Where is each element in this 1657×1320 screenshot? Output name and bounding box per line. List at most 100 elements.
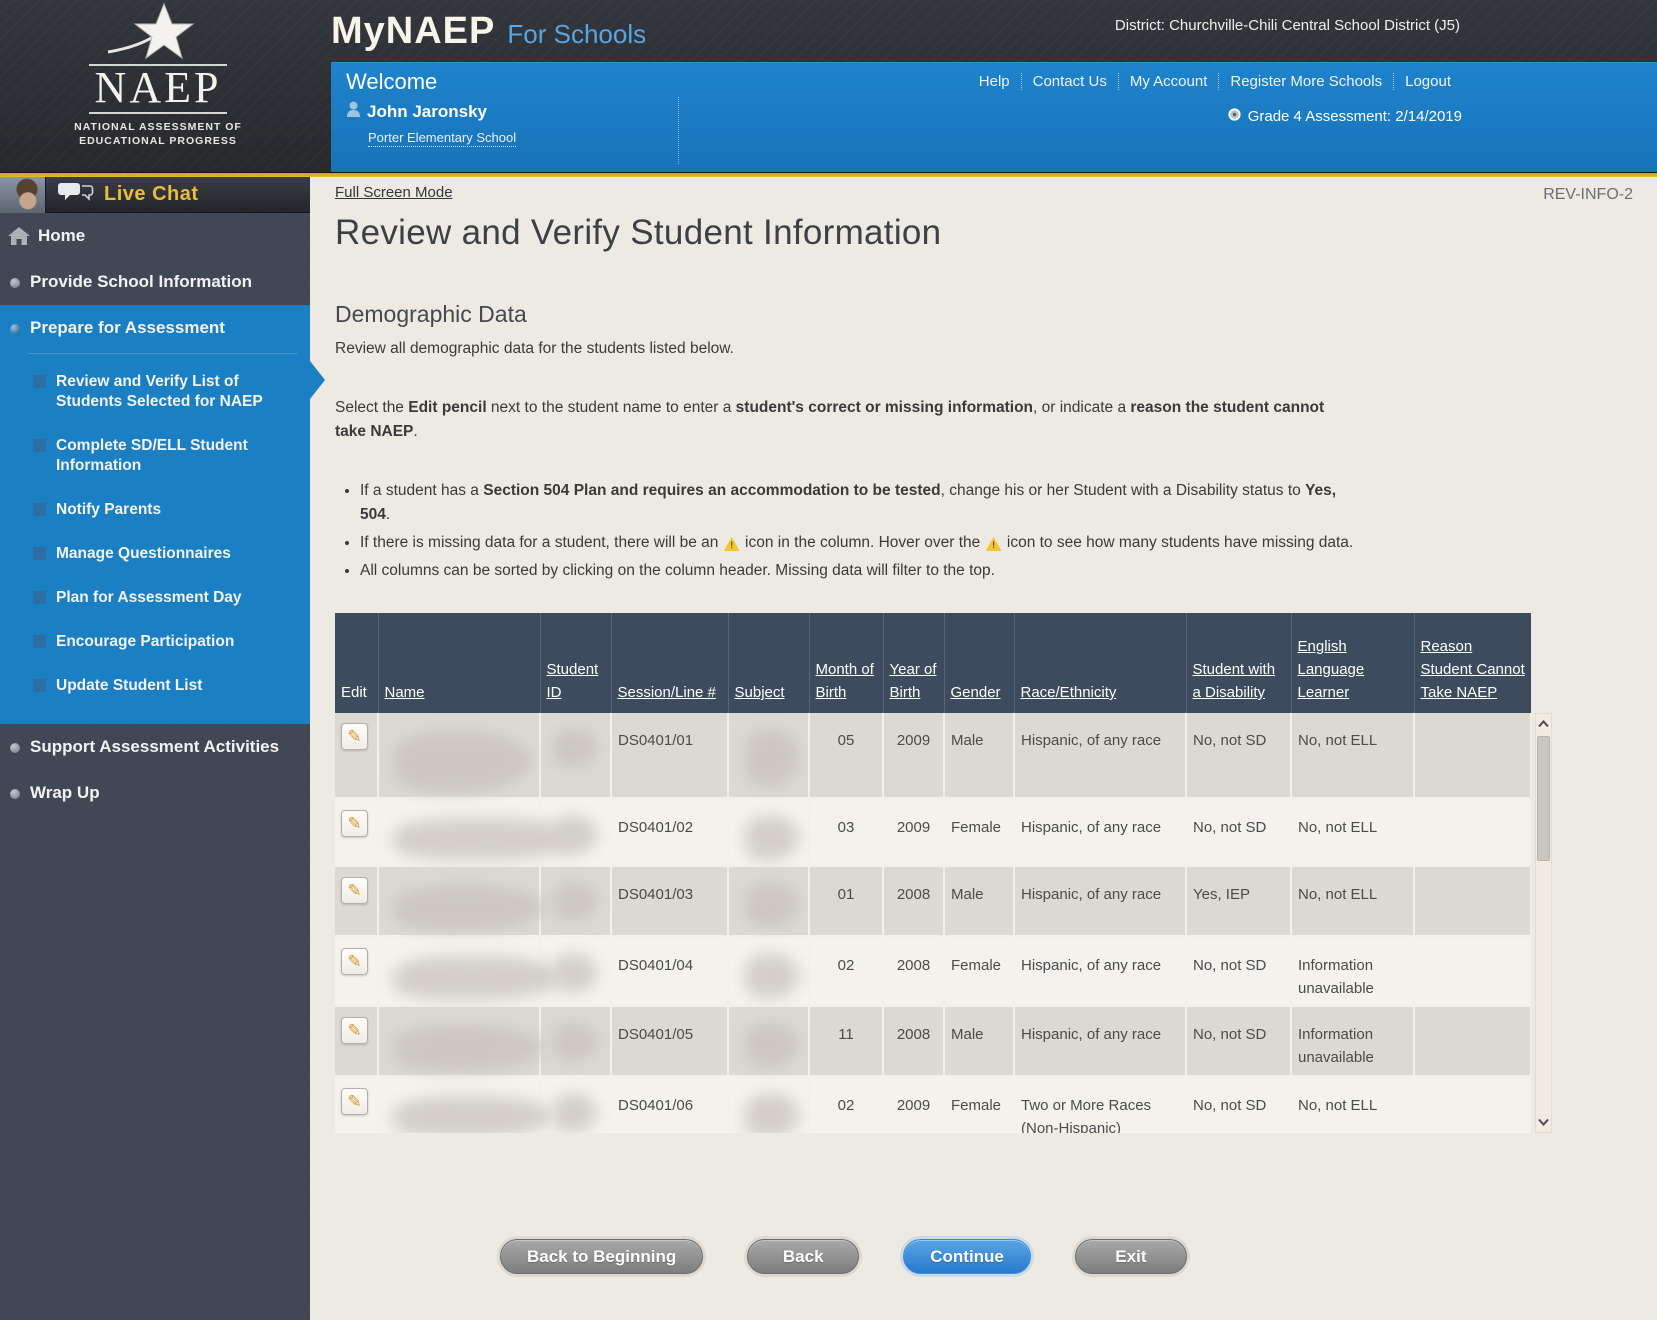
redacted-student-id bbox=[553, 883, 597, 921]
sidebar-item-provide-school-information[interactable]: Provide School Information bbox=[0, 259, 310, 305]
district-label: District: Churchville-Chili Central Scho… bbox=[1114, 17, 1460, 34]
student-table-viewport: ✎ DS0401/01 05 2009 Male Hispanic, of an… bbox=[335, 713, 1531, 1133]
edit-cell: ✎ bbox=[335, 865, 379, 938]
race-ethnicity-cell: Hispanic, of any race bbox=[1014, 798, 1187, 867]
month-of-birth-cell: 01 bbox=[809, 865, 884, 938]
session-line-cell: DS0401/02 bbox=[611, 798, 729, 867]
edit-student-button[interactable]: ✎ bbox=[341, 877, 368, 904]
chat-bubbles-icon bbox=[58, 181, 94, 208]
subject-cell bbox=[728, 798, 810, 867]
pencil-icon: ✎ bbox=[347, 1092, 362, 1111]
sidebar-item-label: Encourage Participation bbox=[56, 633, 235, 650]
name-cell bbox=[378, 865, 543, 938]
full-screen-mode-link[interactable]: Full Screen Mode bbox=[335, 184, 453, 201]
reason-cell bbox=[1414, 713, 1531, 800]
redacted-student-id bbox=[553, 1023, 597, 1061]
sidebar-item-plan-for-assessment-day[interactable]: Plan for Assessment Day bbox=[0, 576, 310, 620]
live-chat-bar[interactable]: Live Chat bbox=[0, 176, 310, 213]
sidebar-item-review-and-verify[interactable]: Review and Verify List of Students Selec… bbox=[0, 360, 310, 424]
pencil-icon: ✎ bbox=[347, 727, 362, 746]
sidebar-item-support-assessment-activities[interactable]: Support Assessment Activities bbox=[0, 724, 310, 770]
column-header-gender[interactable]: Gender bbox=[944, 613, 1015, 713]
continue-button[interactable]: Continue bbox=[903, 1239, 1031, 1274]
sidebar-item-notify-parents[interactable]: Notify Parents bbox=[0, 488, 310, 532]
section-divider bbox=[28, 353, 298, 354]
exit-button[interactable]: Exit bbox=[1074, 1239, 1187, 1274]
gender-cell: Male bbox=[944, 1005, 1015, 1078]
student-row: ✎ DS0401/05 11 2008 Male Hispanic, of an… bbox=[335, 1005, 1531, 1078]
sidebar-item-label: Manage Questionnaires bbox=[56, 545, 231, 562]
scroll-down-arrow[interactable] bbox=[1536, 1112, 1551, 1132]
subject-cell bbox=[728, 1005, 810, 1078]
table-scrollbar[interactable] bbox=[1535, 713, 1552, 1133]
column-header-session-line[interactable]: Session/Line # bbox=[611, 613, 729, 713]
scroll-up-arrow[interactable] bbox=[1536, 714, 1551, 734]
warning-icon: ! bbox=[723, 537, 740, 551]
back-to-beginning-button[interactable]: Back to Beginning bbox=[500, 1239, 704, 1274]
sidebar-item-encourage-participation[interactable]: Encourage Participation bbox=[0, 620, 310, 664]
scrollbar-thumb[interactable] bbox=[1537, 736, 1550, 861]
gender-cell: Male bbox=[944, 713, 1015, 800]
square-bullet-icon bbox=[33, 439, 46, 452]
welcome-panel: Welcome John Jaronsky Porter Elementary … bbox=[331, 62, 1657, 172]
sidebar-item-manage-questionnaires[interactable]: Manage Questionnaires bbox=[0, 532, 310, 576]
edit-cell: ✎ bbox=[335, 936, 379, 1007]
instruction-bullets: If a student has a Section 504 Plan and … bbox=[340, 479, 1370, 587]
sidebar-item-home[interactable]: Home bbox=[0, 213, 310, 259]
column-header-month-of-birth[interactable]: Month of Birth bbox=[809, 613, 884, 713]
edit-student-button[interactable]: ✎ bbox=[341, 948, 368, 975]
nav-my-account[interactable]: My Account bbox=[1117, 73, 1219, 90]
footer-buttons: Back to Beginning Back Continue Exit bbox=[500, 1239, 1187, 1274]
column-header-student-id[interactable]: Student ID bbox=[540, 613, 612, 713]
school-link[interactable]: Porter Elementary School bbox=[368, 130, 517, 147]
month-of-birth-cell: 03 bbox=[809, 798, 884, 867]
redacted-subject bbox=[745, 1094, 799, 1133]
redacted-student-name bbox=[393, 818, 579, 860]
subject-cell bbox=[728, 865, 810, 938]
welcome-title: Welcome bbox=[346, 69, 438, 94]
redacted-student-name bbox=[393, 731, 531, 793]
sidebar-item-update-student-list[interactable]: Update Student List bbox=[0, 664, 310, 708]
nav-contact-us[interactable]: Contact Us bbox=[1020, 73, 1118, 90]
sidebar-item-label: Review and Verify List of Students Selec… bbox=[56, 373, 263, 410]
assessment-info: Grade 4 Assessment: 2/14/2019 bbox=[1247, 108, 1462, 125]
column-header-race-ethnicity[interactable]: Race/Ethnicity bbox=[1014, 613, 1187, 713]
edit-student-button[interactable]: ✎ bbox=[341, 1088, 368, 1115]
column-header-subject[interactable]: Subject bbox=[728, 613, 810, 713]
edit-student-button[interactable]: ✎ bbox=[341, 1017, 368, 1044]
sidebar-item-complete-sd-ell[interactable]: Complete SD/ELL Student Information bbox=[0, 424, 310, 488]
nav-help[interactable]: Help bbox=[978, 73, 1010, 90]
sidebar-item-label: Plan for Assessment Day bbox=[56, 589, 242, 606]
year-of-birth-cell: 2008 bbox=[883, 1005, 945, 1078]
ell-status-cell: No, not ELL bbox=[1291, 1076, 1415, 1133]
redacted-student-id bbox=[553, 729, 597, 767]
student-id-cell bbox=[540, 1005, 612, 1078]
redacted-subject bbox=[745, 816, 799, 860]
column-header-reason-cannot-take-naep[interactable]: Reason Student Cannot Take NAEP bbox=[1414, 613, 1531, 713]
edit-student-button[interactable]: ✎ bbox=[341, 723, 368, 750]
user-name: John Jaronsky bbox=[367, 102, 487, 121]
page-title: Review and Verify Student Information bbox=[335, 213, 942, 252]
student-id-cell bbox=[540, 936, 612, 1007]
back-button[interactable]: Back bbox=[747, 1239, 860, 1274]
edit-cell: ✎ bbox=[335, 1005, 379, 1078]
edit-cell: ✎ bbox=[335, 1076, 379, 1133]
square-bullet-icon bbox=[33, 547, 46, 560]
sidebar-item-prepare-for-assessment[interactable]: Prepare for Assessment bbox=[0, 305, 310, 351]
column-header-student-with-disability[interactable]: Student with a Disability bbox=[1186, 613, 1292, 713]
sidebar-item-wrap-up[interactable]: Wrap Up bbox=[0, 770, 310, 816]
edit-student-button[interactable]: ✎ bbox=[341, 810, 368, 837]
name-cell bbox=[378, 936, 563, 1007]
column-header-year-of-birth[interactable]: Year of Birth bbox=[883, 613, 945, 713]
ell-status-cell: No, not ELL bbox=[1291, 713, 1415, 800]
nav-logout[interactable]: Logout bbox=[1393, 73, 1462, 90]
bullet-missing-data: If there is missing data for a student, … bbox=[360, 531, 1370, 555]
column-header-name[interactable]: Name bbox=[378, 613, 541, 713]
reason-cell bbox=[1414, 1005, 1531, 1078]
nav-register-more-schools[interactable]: Register More Schools bbox=[1218, 73, 1393, 90]
race-ethnicity-cell: Hispanic, of any race bbox=[1014, 1005, 1187, 1078]
column-header-english-language-learner[interactable]: English Language Learner bbox=[1291, 613, 1415, 713]
disability-status-cell: No, not SD bbox=[1186, 1005, 1292, 1078]
ell-status-cell: No, not ELL bbox=[1291, 865, 1415, 938]
month-of-birth-cell: 02 bbox=[809, 1076, 884, 1133]
